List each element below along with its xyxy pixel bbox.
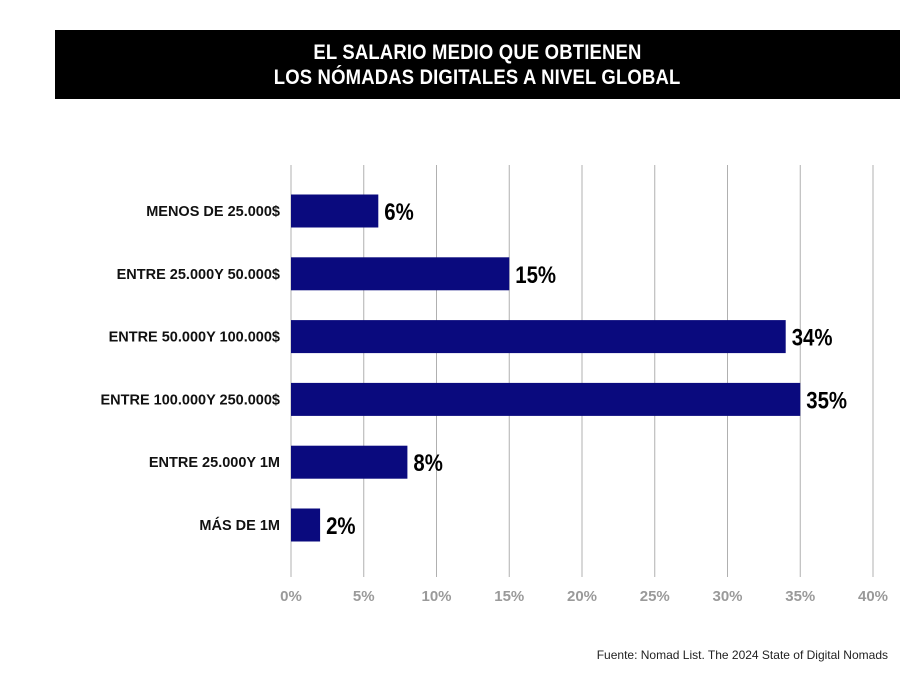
x-tick-label: 40%: [858, 588, 888, 605]
value-label: 6%: [384, 198, 414, 225]
chart-title-line-1: EL SALARIO MEDIO QUE OBTIENEN: [313, 40, 642, 64]
x-tick-label: 25%: [640, 588, 670, 605]
bar: [291, 508, 321, 542]
bar: [291, 320, 786, 354]
x-tick-label: 10%: [421, 588, 451, 605]
x-tick-label: 30%: [712, 588, 742, 605]
value-label: 8%: [413, 450, 443, 477]
value-label: 35%: [806, 387, 847, 414]
chart-title-line-2: LOS NÓMADAS DIGITALES A NIVEL GLOBAL: [274, 65, 681, 89]
bar: [291, 194, 379, 228]
category-label: MÁS DE 1M: [199, 517, 280, 534]
x-tick-label: 0%: [280, 588, 302, 605]
x-tick-label: 15%: [494, 588, 524, 605]
x-tick-label: 20%: [567, 588, 597, 605]
bar: [291, 382, 801, 416]
chart-title-banner: EL SALARIO MEDIO QUE OBTIENEN LOS NÓMADA…: [55, 30, 900, 99]
x-tick-label: 35%: [785, 588, 815, 605]
x-tick-label: 5%: [353, 588, 375, 605]
category-label: ENTRE 25.000Y 50.000$: [117, 267, 280, 283]
bar: [291, 257, 510, 291]
bar: [291, 445, 408, 479]
source-note: Fuente: Nomad List. The 2024 State of Di…: [596, 648, 888, 662]
category-label: ENTRE 25.000Y 1M: [149, 455, 280, 471]
value-label: 34%: [792, 324, 833, 351]
category-label: ENTRE 50.000Y 100.000$: [109, 330, 280, 346]
category-label: MENOS DE 25.000$: [146, 204, 280, 220]
category-label: ENTRE 100.000Y 250.000$: [100, 392, 280, 408]
value-label: 15%: [515, 261, 556, 288]
value-label: 2%: [326, 512, 356, 539]
